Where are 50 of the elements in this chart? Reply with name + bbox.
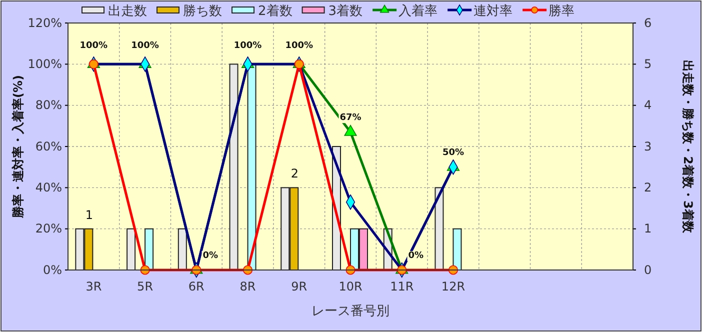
bar <box>178 228 187 270</box>
bar <box>452 228 462 270</box>
y2-tick-label: 2 <box>644 180 652 195</box>
data-label: 100% <box>131 41 159 52</box>
data-label: 100% <box>80 41 108 52</box>
bar <box>434 187 444 270</box>
data-label: 100% <box>285 41 314 52</box>
data-label: 100% <box>234 41 262 52</box>
y2-tick-label: 4 <box>644 98 652 112</box>
legend-label: 3着数 <box>328 3 363 19</box>
y2-tick-label: 5 <box>644 57 652 72</box>
y-tick-label: 80% <box>35 98 62 112</box>
bar <box>144 228 154 270</box>
bar <box>126 228 136 270</box>
y-tick-label: 60% <box>35 139 62 154</box>
x-tick-label: 9R <box>291 280 308 294</box>
x-tick-label: 5R <box>137 280 154 294</box>
y-tick-label: 0% <box>42 262 62 277</box>
data-label: 50% <box>442 148 464 158</box>
x-tick-label: 8R <box>240 280 256 294</box>
y2-axis-title: 出走数・勝ち数・2着数・3着数 <box>681 60 695 234</box>
legend-label: 出走数 <box>108 4 147 19</box>
legend-label: 入着率 <box>398 3 438 19</box>
x-tick-label: 10R <box>338 280 362 294</box>
legend-label: 勝ち数 <box>183 4 222 19</box>
data-label: 0% <box>202 251 218 261</box>
y-tick-label: 120% <box>28 16 62 30</box>
y-tick-label: 40% <box>35 180 62 195</box>
y2-tick-label: 3 <box>644 139 652 154</box>
data-label: 2 <box>290 166 298 181</box>
legend-label: 勝率 <box>548 3 575 19</box>
x-tick-label: 6R <box>188 280 204 294</box>
y2-tick-label: 1 <box>644 222 652 236</box>
y2-tick-label: 6 <box>644 16 652 30</box>
y-tick-label: 20% <box>35 222 62 236</box>
y-tick-label: 100% <box>28 57 62 72</box>
bar <box>247 64 256 270</box>
y2-tick-label: 0 <box>644 262 652 277</box>
legend-label: 2着数 <box>258 3 292 19</box>
x-axis-title: レース番号別 <box>312 304 390 319</box>
data-label: 0% <box>408 251 424 261</box>
x-tick-label: 12R <box>441 280 466 294</box>
bar <box>229 64 238 270</box>
data-label: 67% <box>340 113 362 124</box>
x-tick-label: 3R <box>86 280 102 294</box>
x-tick-label: 11R <box>390 280 414 294</box>
legend-label: 連対率 <box>474 3 513 19</box>
point <box>243 265 253 275</box>
data-label: 1 <box>85 208 93 222</box>
y-axis-title: 勝率・連対率・入着率(%) <box>11 75 25 219</box>
